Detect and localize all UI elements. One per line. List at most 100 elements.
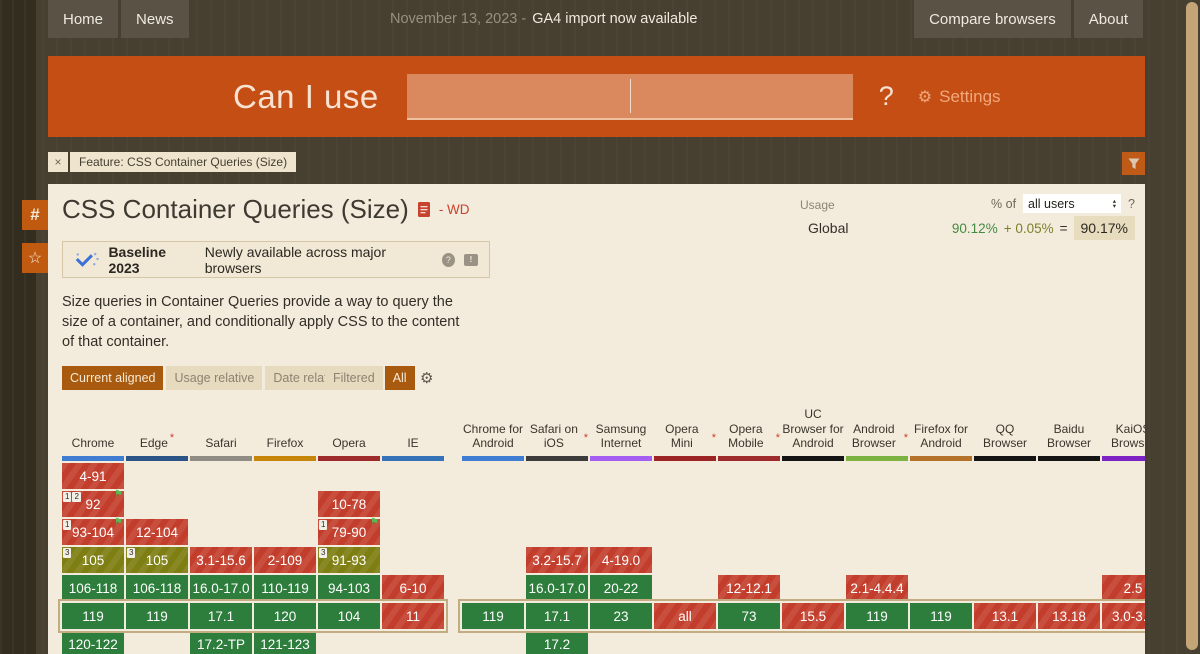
support-cell[interactable]: 2-109 (254, 547, 316, 573)
support-cell[interactable]: 120-122 (62, 631, 124, 654)
page-title: CSS Container Queries (Size) (62, 194, 409, 224)
support-cell[interactable]: 4-19.0 (590, 547, 652, 573)
support-cell[interactable]: 104 (318, 603, 380, 629)
browser-name: Opera Mobile * (728, 421, 780, 451)
support-cell[interactable]: 16.0-17.0 (526, 575, 588, 601)
support-cell[interactable]: 120 (254, 603, 316, 629)
support-cell[interactable]: 17.2 (526, 631, 588, 654)
nav-about-button[interactable]: About (1073, 0, 1143, 38)
browser-brand-bar (846, 456, 908, 461)
all-button[interactable]: All (384, 366, 415, 390)
usage-relative-button[interactable]: Usage relative (166, 366, 263, 390)
baseline-help-icon[interactable]: ? (441, 252, 455, 267)
announcement-link[interactable]: November 13, 2023 - GA4 import now avail… (390, 0, 697, 38)
support-cell-empty (718, 463, 780, 489)
support-cell[interactable]: 119 (126, 603, 188, 629)
support-cell[interactable]: 3.1-15.6 (190, 547, 252, 573)
support-cell[interactable]: 11 (382, 603, 444, 629)
support-cell[interactable]: 119 (910, 603, 972, 629)
baseline-banner: Baseline 2023 Newly available across maj… (62, 241, 490, 278)
support-cell[interactable]: 16.0-17.0 (190, 575, 252, 601)
usage-help-link[interactable]: ? (1128, 196, 1135, 211)
support-cell[interactable]: 106-118 (126, 575, 188, 601)
current-aligned-button[interactable]: Current aligned (62, 366, 164, 390)
browser-brand-bar (190, 456, 252, 461)
support-cell[interactable]: all (654, 603, 716, 629)
usage-select[interactable]: all users ▴ ▾ (1023, 194, 1122, 213)
baseline-check-icon (75, 252, 99, 267)
support-cell[interactable]: 2.1-4.4.4 (846, 575, 908, 601)
search-input[interactable] (406, 73, 853, 120)
version-range: 12-12.1 (726, 580, 772, 596)
support-cell[interactable]: 3 105 (126, 547, 188, 573)
support-cell[interactable]: 119 (846, 603, 908, 629)
usage-supported-pct: 90.12% (951, 220, 998, 236)
support-cell[interactable]: 17.1 (526, 603, 588, 629)
permalink-button[interactable]: # (22, 200, 48, 230)
support-cell[interactable]: 121-123 (254, 631, 316, 654)
support-cell[interactable]: 13.18 (1038, 603, 1100, 629)
announcement-date: November 13, 2023 - (390, 11, 527, 27)
support-cell[interactable]: 10-78 (318, 491, 380, 517)
support-cell-empty (382, 463, 444, 489)
version-range: 106-118 (68, 580, 118, 596)
nav-news-button[interactable]: News (121, 0, 189, 38)
support-cell-empty (718, 491, 780, 517)
support-cell[interactable]: 106-118 (62, 575, 124, 601)
settings-button[interactable]: ⚙ Settings (918, 87, 1001, 107)
browser-column: Chrome 4-91 1 2 92 ⚑ 1 93-104 ⚑ 3 105 106-118 119 120… (62, 390, 124, 654)
support-cell[interactable]: 3.2-15.7 (526, 547, 588, 573)
support-cell[interactable]: 1 2 92 ⚑ (62, 489, 124, 517)
table-settings-gear-icon[interactable]: ⚙ (420, 370, 434, 387)
nav-compare-browsers-button[interactable]: Compare browsers (914, 0, 1071, 38)
support-cell[interactable]: 73 (718, 603, 780, 629)
support-cell-empty (718, 547, 780, 573)
support-cell-empty (382, 491, 444, 517)
support-cell[interactable]: 3 91-93 (318, 547, 380, 573)
support-cell-empty (782, 491, 844, 517)
support-cell[interactable]: 23 (590, 603, 652, 629)
nav-home-button[interactable]: Home (48, 0, 119, 38)
support-cell[interactable]: 12-104 (126, 519, 188, 545)
support-cell-empty (1102, 519, 1145, 545)
browser-name: Firefox for Android (913, 421, 968, 451)
support-cell[interactable]: 20-22 (590, 575, 652, 601)
support-cell-empty (126, 491, 188, 517)
support-cell[interactable]: 1 79-90 ⚑ (318, 517, 380, 545)
support-cell[interactable]: 3 105 (62, 547, 124, 573)
version-range: 92 (85, 496, 101, 512)
support-cell[interactable]: 13.1 (974, 603, 1036, 629)
support-cell[interactable]: 4-91 (62, 463, 124, 489)
browser-name: QQ Browser (982, 421, 1027, 451)
browser-name: Chrome for Android (462, 421, 524, 451)
support-cell[interactable]: 2.5 (1102, 575, 1145, 601)
support-cell-empty (190, 491, 252, 517)
spec-document-icon (417, 202, 430, 217)
baseline-feedback-icon[interactable]: ! (463, 253, 478, 266)
support-cell[interactable]: 3.0-3.1 (1102, 603, 1145, 629)
support-cell[interactable]: 1 93-104 ⚑ (62, 517, 124, 545)
version-range: 119 (146, 608, 168, 624)
support-cell[interactable]: 110-119 (254, 575, 316, 601)
spec-status-link[interactable]: - WD (438, 202, 470, 217)
support-cell[interactable]: 119 (62, 603, 124, 629)
support-cell[interactable]: 119 (462, 603, 524, 629)
support-cell[interactable]: 17.2-TP (190, 631, 252, 654)
version-range: 119 (930, 608, 952, 624)
support-cell[interactable]: 15.5 (782, 603, 844, 629)
support-cell-empty (846, 631, 908, 654)
scrollbar[interactable] (1186, 2, 1198, 650)
support-cell[interactable]: 94-103 (318, 575, 380, 601)
favorite-star-button[interactable]: ☆ (22, 243, 48, 273)
support-cell[interactable]: 12-12.1 (718, 575, 780, 601)
support-cell[interactable]: 6-10 (382, 575, 444, 601)
close-icon[interactable]: × (48, 152, 68, 172)
filtered-button[interactable]: Filtered (325, 366, 383, 390)
version-range: 120-122 (68, 636, 118, 652)
filter-button[interactable] (1122, 152, 1145, 175)
support-cell-empty (782, 519, 844, 545)
support-cell[interactable]: 17.1 (190, 603, 252, 629)
support-cell-empty (846, 547, 908, 573)
browser-name: Firefox (266, 436, 304, 451)
